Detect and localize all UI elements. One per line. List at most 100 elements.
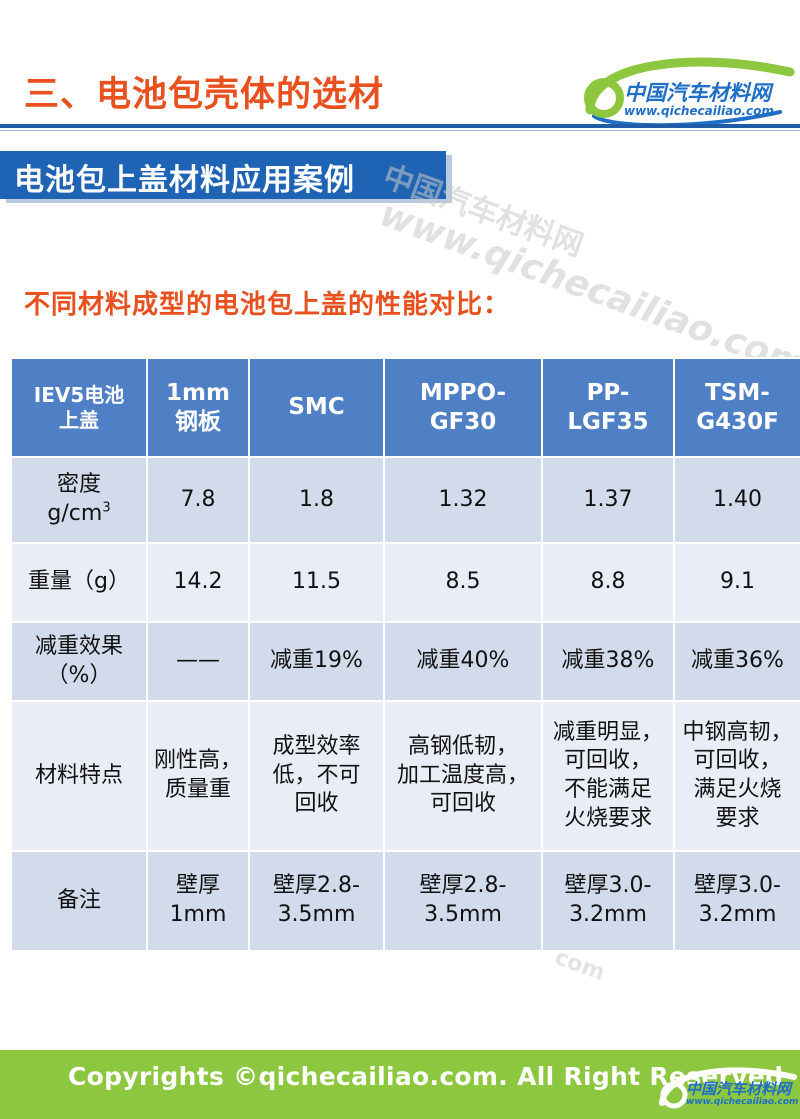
table-cell: 壁厚3.0- 3.2mm: [541, 850, 675, 952]
table-cell: 减重明显， 可回收， 不能满足 火烧要求: [541, 700, 675, 852]
row-label: 重量（g）: [10, 542, 148, 623]
table-cell-line: 壁厚3.0-: [564, 873, 652, 899]
table-cell: 减重38%: [541, 621, 675, 702]
table-row: 减重效果 （%） —— 减重19% 减重40% 减重38% 减重36%: [10, 621, 800, 702]
table-cell-line: 高钢低韧，: [407, 734, 518, 760]
table-cell: 减重19%: [248, 621, 385, 702]
header-cell-line: TSM-: [705, 379, 770, 406]
table-header-row: IEV5电池 上盖 1mm 钢板 SMC MPPO- GF30 PP- LGF35 TSM- G43…: [10, 357, 800, 458]
logo-text: 中国汽车材料网: [624, 81, 771, 105]
table-header: IEV5电池 上盖 1mm 钢板 SMC MPPO- GF30 PP- LGF35 TSM- G43…: [10, 357, 800, 458]
table-cell-line: 可回收，: [563, 748, 652, 774]
table-cell: 减重36%: [673, 621, 800, 702]
table-body: 密度 g/cm3 7.8 1.8 1.32 1.37 1.40 重量（g） 14.2 11.5 8.…: [10, 456, 800, 952]
header-cell: PP- LGF35: [541, 357, 675, 458]
table-cell-line: 减重36%: [691, 648, 784, 674]
table-cell-line: 回收: [294, 791, 339, 817]
table-cell: 11.5: [248, 542, 385, 623]
header-cell: IEV5电池 上盖: [10, 357, 148, 458]
table-cell: 壁厚2.8- 3.5mm: [383, 850, 543, 952]
row-label: 备注: [10, 850, 148, 952]
row-label-line: 重量（g）: [28, 569, 130, 595]
table-row: 材料特点 刚性高， 质量重 成型效率 低，不可 回收 高钢低韧， 加工温度高， 可回收 减重明显，…: [10, 700, 800, 852]
row-label: 减重效果 （%）: [10, 621, 148, 702]
header-cell-line: GF30: [429, 408, 497, 435]
table-cell-line: 满足火烧: [693, 777, 782, 802]
table-cell: 刚性高， 质量重: [146, 700, 250, 852]
header-cell-line: IEV5电池: [33, 382, 125, 407]
row-label-line: 密度: [56, 472, 101, 498]
table-cell-line: 1.8: [299, 486, 334, 512]
table-cell: 成型效率 低，不可 回收: [248, 700, 385, 852]
header-cell: SMC: [248, 357, 385, 458]
table-cell-line: 1.40: [713, 486, 762, 512]
table-cell: 高钢低韧， 加工温度高， 可回收: [383, 700, 543, 852]
table-cell-line: 减重明显，: [552, 719, 663, 745]
table-cell: 1.8: [248, 456, 385, 544]
table-cell: 1.32: [383, 456, 543, 544]
table-cell: 壁厚3.0- 3.2mm: [673, 850, 800, 952]
table-cell-line: 3.2mm: [569, 902, 647, 927]
table-cell: 壁厚2.8- 3.5mm: [248, 850, 385, 952]
table-cell-line: 14.2: [173, 569, 223, 595]
table-cell-line: 1.32: [438, 486, 488, 512]
table-cell-line: 壁厚: [175, 873, 220, 899]
table-cell-line: 11.5: [292, 569, 341, 595]
table-cell-line: 减重19%: [270, 648, 363, 674]
table-cell-line: ——: [176, 648, 220, 674]
row-label-line: g/cm: [47, 501, 103, 526]
table-cell: 中钢高韧， 可回收， 满足火烧 要求: [673, 700, 800, 852]
footer-logo-swoosh-icon: [659, 1067, 797, 1109]
header-cell-line: G430F: [696, 408, 779, 435]
table-cell-line: 7.8: [180, 486, 216, 512]
table-cell-line: 中钢高韧，: [682, 719, 793, 745]
section-title: 三、电池包壳体的选材: [24, 75, 385, 115]
header-cell-line: 1mm: [166, 379, 230, 406]
row-label-line: （%）: [46, 662, 112, 688]
table-cell: 1.37: [541, 456, 675, 544]
logo-url: www.qichecailiao.com: [624, 104, 774, 118]
table-cell-line: 3.5mm: [277, 902, 356, 927]
table-cell: 壁厚 1mm: [146, 850, 250, 952]
header-cell-line: SMC: [288, 394, 345, 421]
table-cell: 1.40: [673, 456, 800, 544]
table-row: 密度 g/cm3 7.8 1.8 1.32 1.37 1.40: [10, 456, 800, 544]
table-cell-line: 成型效率: [272, 734, 361, 760]
table-cell-line: 刚性高，: [153, 748, 242, 774]
subtitle-banner: 电池包上盖材料应用案例: [0, 151, 446, 199]
table-cell-line: 减重40%: [416, 648, 510, 674]
row-label-line: 备注: [56, 887, 101, 913]
footer-logo-text: 中国汽车材料网: [686, 1080, 792, 1098]
table-cell-line: 质量重: [164, 777, 231, 802]
table-cell-line: 可回收: [429, 791, 496, 817]
header-cell: 1mm 钢板: [146, 357, 250, 458]
row-label-superscript: 3: [102, 500, 111, 516]
row-label: 材料特点: [10, 700, 148, 852]
table-cell: 7.8: [146, 456, 250, 544]
table-cell: 14.2: [146, 542, 250, 623]
header-cell-line: LGF35: [567, 408, 649, 435]
table-cell: 9.1: [673, 542, 800, 623]
row-label-line: 减重效果: [34, 633, 123, 659]
header-cell-line: 上盖: [59, 407, 99, 432]
table-cell-line: 不能满足: [563, 777, 652, 802]
table-row: 备注 壁厚 1mm 壁厚2.8- 3.5mm 壁厚2.8- 3.5mm 壁厚3.0- 3.2mm…: [10, 850, 800, 952]
footer-logo-url: www.qichecailiao.com: [686, 1097, 799, 1107]
table-cell-line: 9.1: [720, 569, 755, 595]
performance-table: IEV5电池 上盖 1mm 钢板 SMC MPPO- GF30 PP- LGF35 TSM- G43…: [10, 357, 800, 952]
table-cell-line: 3.2mm: [698, 902, 777, 927]
table-cell-line: 1mm: [169, 902, 227, 927]
table-cell-line: 3.5mm: [424, 902, 502, 927]
table-cell-line: 加工温度高，: [396, 762, 529, 788]
table-row: 重量（g） 14.2 11.5 8.5 8.8 9.1: [10, 542, 800, 623]
table-cell: 减重40%: [383, 621, 543, 702]
table-cell-line: 8.5: [445, 569, 481, 595]
header-divider: [0, 124, 800, 128]
header-divider-thin: [0, 130, 800, 131]
row-label-line: 材料特点: [34, 762, 123, 788]
watermark: 中国汽车材料网 www.qichecailiao.com: [365, 159, 800, 386]
subtitle: 电池包上盖材料应用案例: [14, 163, 355, 198]
table-cell: 8.8: [541, 542, 675, 623]
table-cell-line: 可回收，: [693, 748, 782, 774]
header-cell: MPPO- GF30: [383, 357, 543, 458]
